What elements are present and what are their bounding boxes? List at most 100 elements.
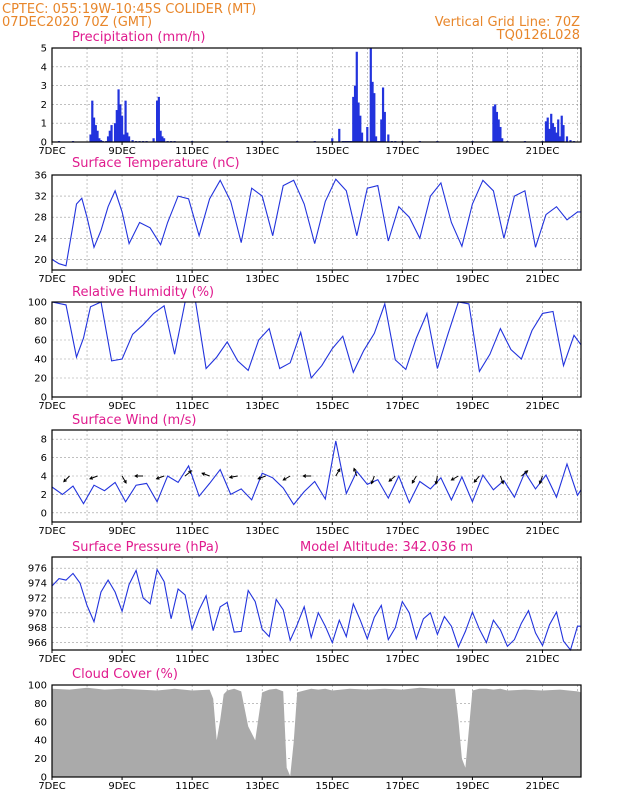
wind-arrow (89, 475, 98, 480)
wind-arrow-head (63, 478, 67, 483)
wind-arrow (538, 475, 543, 485)
pressure-xtick-label: 9DEC (108, 654, 135, 665)
pressure-ytick-label: 974 (28, 579, 47, 590)
wind-arrow-shaft (435, 475, 438, 484)
wind-ytick-label: 2 (41, 490, 47, 501)
pressure-title: Surface Pressure (hPa) (72, 540, 219, 555)
precip-bar (91, 100, 94, 142)
wind-arrow-head (228, 475, 233, 479)
humidity-panel: 0 20 40 60 80 100 7DEC 9DEC 11DEC 13DEC 15DEC 17DEC… (28, 298, 582, 412)
cloud-xtick-label: 17DEC (385, 781, 419, 792)
precip-bar (359, 115, 362, 142)
humidity-xtick-label: 17DEC (385, 401, 419, 412)
temperature-ytick-label: 24 (34, 234, 47, 245)
precip-bar (357, 102, 360, 142)
humidity-ytick-label: 40 (34, 355, 47, 366)
wind-title: Surface Wind (m/s) (72, 413, 196, 428)
precip-bar (374, 136, 378, 142)
precip-xtick-label: 13DEC (245, 146, 279, 157)
precip-bar (108, 130, 111, 142)
header-model-id: TQ0126L028 (496, 28, 580, 43)
temperature-xtick-label: 17DEC (385, 274, 419, 285)
wind-arrow-shaft (229, 475, 238, 478)
wind-arrow-shaft (521, 470, 528, 477)
precip-ytick-label: 3 (41, 81, 47, 92)
wind-arrow (473, 475, 480, 483)
humidity-xtick-label: 15DEC (315, 401, 349, 412)
pressure-xtick-label: 7DEC (38, 654, 65, 665)
wind-arrow-shaft (539, 475, 543, 484)
precip-bar (131, 140, 134, 142)
wind-arrow (63, 475, 70, 483)
wind-frame (51, 429, 582, 523)
pressure-ytick-label: 970 (28, 608, 47, 619)
wind-arrow-head (201, 472, 206, 476)
precip-bar (106, 136, 110, 142)
precip-bar (353, 85, 357, 142)
precip-xtick-label: 19DEC (456, 146, 490, 157)
precip-xtick-label: 11DEC (175, 146, 209, 157)
temperature-frame (51, 174, 582, 271)
wind-arrow-head (336, 468, 341, 473)
precip-bar (163, 138, 166, 142)
wind-arrow (121, 475, 127, 484)
cloud-ytick-label: 60 (34, 717, 47, 728)
wind-arrow (450, 475, 459, 481)
wind-arrow (434, 475, 439, 485)
cloud-title: Cloud Cover (%) (72, 667, 178, 682)
cloud-xtick-label: 11DEC (175, 781, 209, 792)
precip-bar (119, 104, 122, 142)
humidity-xtick-label: 7DEC (38, 401, 65, 412)
wind-xtick-label: 21DEC (526, 526, 560, 537)
pressure-frame (51, 556, 582, 651)
pressure-xtick-label: 11DEC (175, 654, 209, 665)
precip-bar (96, 130, 99, 142)
precip-bar (555, 132, 558, 142)
temperature-ytick-label: 32 (34, 192, 47, 203)
wind-xtick-label: 7DEC (38, 526, 65, 537)
precip-bar (381, 87, 385, 142)
humidity-ytick-label: 60 (34, 336, 47, 347)
wind-arrow (302, 474, 312, 478)
wind-arrow (411, 475, 417, 484)
temperature-xtick-label: 19DEC (456, 274, 490, 285)
precip-bar (558, 136, 562, 142)
precip-bar (115, 110, 118, 142)
precip-bar (155, 100, 159, 142)
precip-bar (98, 138, 101, 142)
wind-arrow-shaft (335, 468, 341, 477)
wind-arrow (228, 475, 238, 479)
temperature-ytick-label: 36 (34, 171, 47, 182)
wind-ytick-label: 0 (41, 508, 47, 519)
precip-bar (373, 93, 376, 142)
precip-bar (494, 104, 497, 142)
precip-bar (371, 81, 374, 142)
wind-arrow-head (450, 477, 455, 481)
cloud-xtick-label: 13DEC (245, 781, 279, 792)
precip-bar (161, 136, 164, 142)
wind-arrow-shaft (89, 475, 98, 480)
precip-bar (117, 89, 120, 142)
wind-arrow-head (89, 476, 94, 480)
humidity-ytick-label: 0 (41, 393, 47, 404)
precip-bar (157, 96, 160, 142)
wind-xtick-label: 9DEC (108, 526, 135, 537)
header-datetime: 07DEC2020 70Z (GMT) (2, 15, 152, 30)
humidity-series-line (51, 301, 582, 380)
precip-panel: 0 1 2 3 4 5 7DEC 9DEC 11DEC 13DEC 15DEC 17DEC 19DEC 2… (38, 44, 582, 157)
humidity-xtick-label: 21DEC (526, 401, 560, 412)
temperature-xtick-label: 13DEC (245, 274, 279, 285)
precip-bar (159, 130, 162, 142)
precip-bar (355, 51, 358, 143)
humidity-xtick-label: 11DEC (175, 401, 209, 412)
wind-xtick-label: 19DEC (456, 526, 490, 537)
precip-bar (499, 126, 502, 142)
precip-bar (380, 119, 383, 142)
precip-bar (352, 96, 355, 142)
precip-bar (120, 115, 124, 142)
pressure-xtick-label: 19DEC (456, 654, 490, 665)
pressure-series-line (51, 568, 581, 652)
wind-arrow-shaft (156, 475, 165, 480)
